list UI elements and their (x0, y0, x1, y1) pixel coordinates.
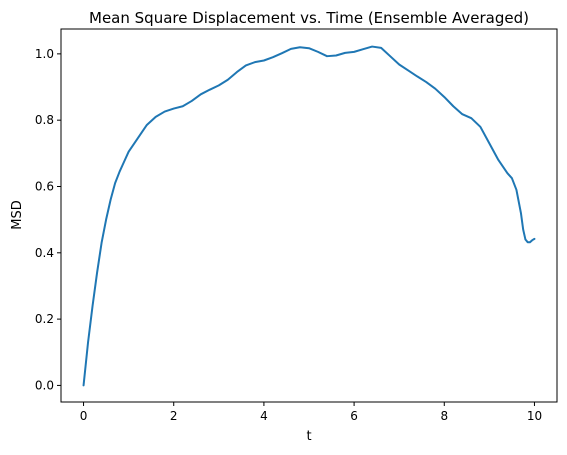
plot-area (60, 28, 558, 403)
x-axis-ticks: 0 2 4 6 8 10 (80, 402, 542, 423)
chart-title: Mean Square Displacement vs. Time (Ensem… (89, 9, 529, 27)
x-tick-label: 10 (527, 409, 542, 423)
x-tick-label: 6 (350, 409, 358, 423)
y-tick-label: 1.0 (35, 47, 54, 61)
y-axis-label: MSD (10, 200, 25, 229)
plot-frame (60, 28, 558, 403)
y-tick-label: 0.4 (35, 246, 54, 260)
x-tick-label: 2 (170, 409, 178, 423)
msd-series-line (82, 45, 536, 387)
y-axis-ticks: 0.0 0.2 0.4 0.6 0.8 1.0 (35, 47, 61, 392)
x-tick-label: 0 (80, 409, 88, 423)
x-axis-label: t (306, 429, 311, 444)
y-tick-label: 0.0 (35, 378, 54, 392)
y-tick-label: 0.8 (35, 113, 54, 127)
x-tick-label: 4 (260, 409, 268, 423)
y-tick-label: 0.6 (35, 179, 54, 193)
y-tick-label: 0.2 (35, 312, 54, 326)
x-tick-label: 8 (440, 409, 448, 423)
